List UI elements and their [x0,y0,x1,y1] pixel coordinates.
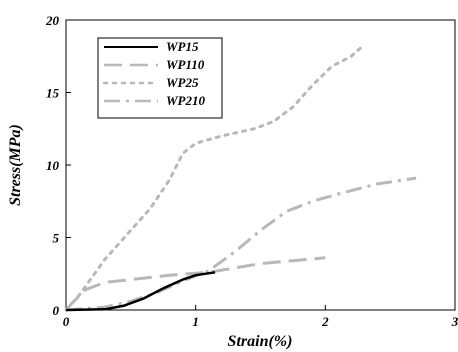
x-tick-label: 3 [451,314,458,329]
y-axis-title: Stress(MPa) [7,124,24,206]
legend: WP15 WP110 WP25 WP210 [97,37,223,119]
x-axis-title: Strain(%) [228,333,293,350]
legend-box [97,37,223,119]
y-tick-label: 0 [53,303,60,318]
legend-label-wp110: WP110 [166,57,205,72]
legend-entries: WP15 WP110 WP25 WP210 [102,39,206,108]
series-line-wp110 [64,256,326,312]
x-tick-label: 2 [321,314,329,329]
y-tick-label: 20 [45,13,60,28]
legend-label-wp210: WP210 [166,93,206,108]
axes: 0 1 2 3 0 5 10 15 20 [45,13,458,329]
series-line-wp210 [65,176,417,312]
y-tick-label: 5 [53,231,60,246]
series-layer [64,43,417,312]
series-line-wp25 [64,43,366,312]
y-tick-label: 10 [46,158,60,173]
y-tick-label: 15 [46,86,60,101]
series-line-wp15 [65,271,216,312]
x-tick-label: 1 [192,314,199,329]
legend-label-wp25: WP25 [166,75,199,90]
x-tick-label: 0 [63,314,70,329]
legend-label-wp15: WP15 [166,39,199,54]
